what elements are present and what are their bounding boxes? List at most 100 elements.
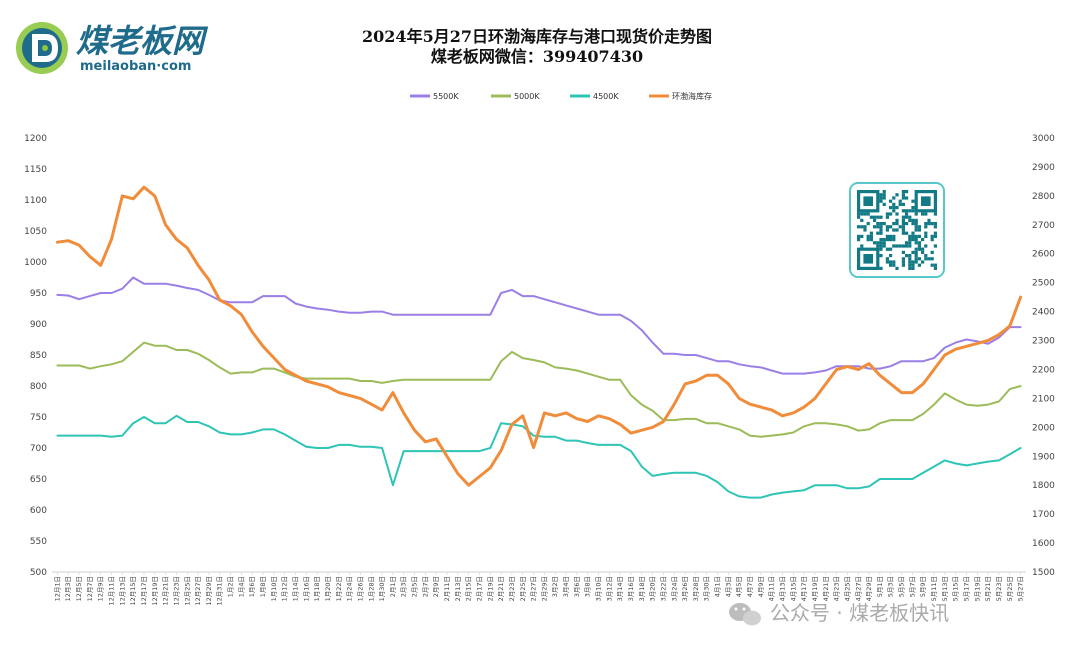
qr-module <box>908 266 912 270</box>
y-right-tick-label: 2400 <box>1032 308 1055 318</box>
qr-module <box>911 206 915 210</box>
qr-module <box>914 241 918 245</box>
x-tick-label: 12月25日 <box>183 576 191 606</box>
x-tick-label: 12月27日 <box>194 576 202 606</box>
x-tick-label: 5月27日 <box>1017 576 1025 601</box>
x-tick-label: 2月19日 <box>486 576 494 601</box>
qr-module <box>901 225 905 229</box>
qr-module <box>866 238 870 242</box>
qr-module <box>921 260 925 264</box>
y-left-tick-label: 900 <box>30 320 47 330</box>
x-tick-label: 1月22日 <box>335 576 343 601</box>
y-left-tick-label: 650 <box>30 475 47 485</box>
qr-module <box>924 244 928 248</box>
qr-module <box>857 238 861 242</box>
qr-finder <box>921 196 931 206</box>
x-tick-label: 3月30日 <box>703 576 711 601</box>
y-right-tick-label: 2500 <box>1032 279 1055 289</box>
y-left-tick-label: 700 <box>30 444 47 454</box>
qr-module <box>914 247 918 251</box>
x-tick-label: 12月11日 <box>108 576 116 606</box>
qr-module <box>889 263 893 267</box>
y-left-tick-label: 750 <box>30 413 47 423</box>
x-tick-label: 1月24日 <box>346 576 354 601</box>
qr-module <box>895 228 899 232</box>
x-tick-label: 12月13日 <box>118 576 126 606</box>
qr-module <box>892 238 896 242</box>
y-left-tick-label: 1200 <box>24 134 47 144</box>
qr-module <box>901 263 905 267</box>
qr-module <box>911 234 915 238</box>
series-group <box>55 185 1023 499</box>
x-tick-label: 4月21日 <box>822 576 830 601</box>
x-tick-label: 5月13日 <box>941 576 949 601</box>
y-left-tick-label: 800 <box>30 382 47 392</box>
qr-module <box>892 206 896 210</box>
qr-module <box>879 238 883 242</box>
x-tick-label: 12月5日 <box>75 576 83 601</box>
x-tick-label: 4月17日 <box>800 576 808 601</box>
y-right-tick-label: 2900 <box>1032 163 1055 173</box>
x-tick-label: 1月6日 <box>248 576 256 597</box>
x-tick-label: 5月15日 <box>952 576 960 601</box>
x-tick-label: 2月5日 <box>411 576 419 597</box>
x-tick-label: 4月15日 <box>789 576 797 601</box>
qr-module <box>901 222 905 226</box>
qr-module <box>885 228 889 232</box>
x-tick-label: 4月1日 <box>714 576 722 597</box>
qr-module <box>908 241 912 245</box>
qr-module <box>889 238 893 242</box>
y-right-tick-label: 2700 <box>1032 221 1055 231</box>
x-tick-label: 1月30日 <box>378 576 386 601</box>
x-tick-label: 5月5日 <box>898 576 906 597</box>
qr-module <box>933 222 937 226</box>
y-right-tick-label: 1800 <box>1032 481 1055 491</box>
qr-module <box>889 225 893 229</box>
qr-module <box>860 234 864 238</box>
qr-module <box>914 250 918 254</box>
x-tick-label: 1月28日 <box>367 576 375 601</box>
x-tick-label: 12月3日 <box>64 576 72 601</box>
qr-module <box>917 263 921 267</box>
qr-code-icon <box>849 182 945 278</box>
legend-label: 4500K <box>593 92 619 101</box>
qr-finder <box>863 196 873 206</box>
x-tick-label: 1月26日 <box>356 576 364 601</box>
qr-module <box>905 196 909 200</box>
qr-module <box>921 247 925 251</box>
x-tick-label: 2月9日 <box>432 576 440 597</box>
qr-module <box>885 225 889 229</box>
qr-module <box>889 199 893 203</box>
x-tick-label: 3月12日 <box>605 576 613 601</box>
qr-module <box>879 231 883 235</box>
qr-module <box>924 257 928 261</box>
qr-module <box>908 260 912 264</box>
qr-module <box>911 250 915 254</box>
qr-module <box>917 241 921 245</box>
legend-label: 5500K <box>433 92 459 101</box>
qr-module <box>930 238 934 242</box>
qr-module <box>911 266 915 270</box>
qr-module <box>873 215 877 219</box>
qr-module <box>882 244 886 248</box>
y-right-tick-label: 2200 <box>1032 365 1055 375</box>
x-tick-label: 4月5日 <box>735 576 743 597</box>
x-tick-label: 3月8日 <box>584 576 592 597</box>
x-tick-label: 2月25日 <box>519 576 527 601</box>
x-tick-label: 5月7日 <box>908 576 916 597</box>
x-tick-label: 12月9日 <box>97 576 105 601</box>
x-tick-label: 2月3日 <box>400 576 408 597</box>
wechat-icon <box>729 603 761 626</box>
qr-module <box>892 260 896 264</box>
qr-module <box>901 218 905 222</box>
qr-module <box>895 212 899 216</box>
qr-module <box>924 222 928 226</box>
x-tick-label: 1月2日 <box>227 576 235 597</box>
series-line-3 <box>55 185 1023 487</box>
x-tick-label: 2月17日 <box>475 576 483 601</box>
x-tick-label: 5月3日 <box>887 576 895 597</box>
y-left-tick-label: 1050 <box>24 227 47 237</box>
qr-module <box>892 234 896 238</box>
qr-module <box>901 231 905 235</box>
axes: 500 550 600 650 700 750 800 850 900 950 1000 1050 11… <box>24 134 1055 606</box>
